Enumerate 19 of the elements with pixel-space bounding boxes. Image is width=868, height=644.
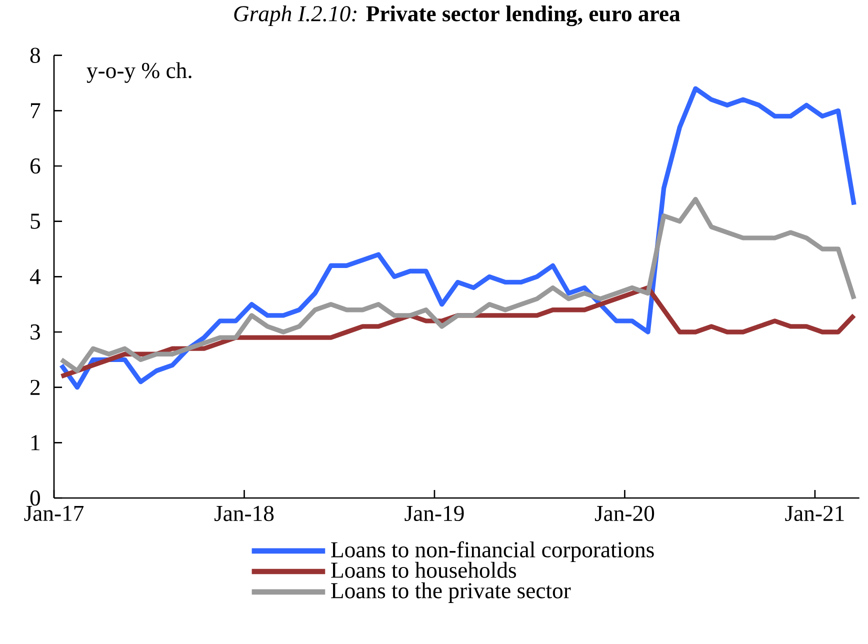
annotation: y-o-y % ch.: [86, 62, 192, 83]
y-tick-label: 0: [30, 490, 40, 506]
y-tick-label: 4: [30, 269, 40, 284]
legend-label: Loans to households: [331, 562, 516, 578]
y-tick-label: 3: [30, 324, 40, 340]
legend-label: Loans to the private sector: [331, 582, 571, 603]
x-tick-label: Jan-20: [594, 506, 654, 522]
chart-title: Graph I.2.10: Private sector lending, euro area: [234, 5, 680, 26]
x-tick-label: Jan-17: [24, 506, 84, 522]
x-tick-label: Jan-19: [404, 506, 464, 522]
y-tick-label: 5: [30, 214, 40, 229]
y-tick-label: 8: [30, 48, 40, 63]
x-tick-label: Jan-18: [214, 506, 274, 522]
y-tick-label: 6: [30, 158, 40, 174]
y-tick-label: 1: [32, 435, 40, 450]
y-tick-label: 7: [30, 103, 40, 118]
y-tick-label: 2: [30, 380, 40, 395]
legend-label: Loans to non-financial corporations: [331, 541, 654, 562]
x-tick-label: Jan-21: [785, 506, 844, 522]
